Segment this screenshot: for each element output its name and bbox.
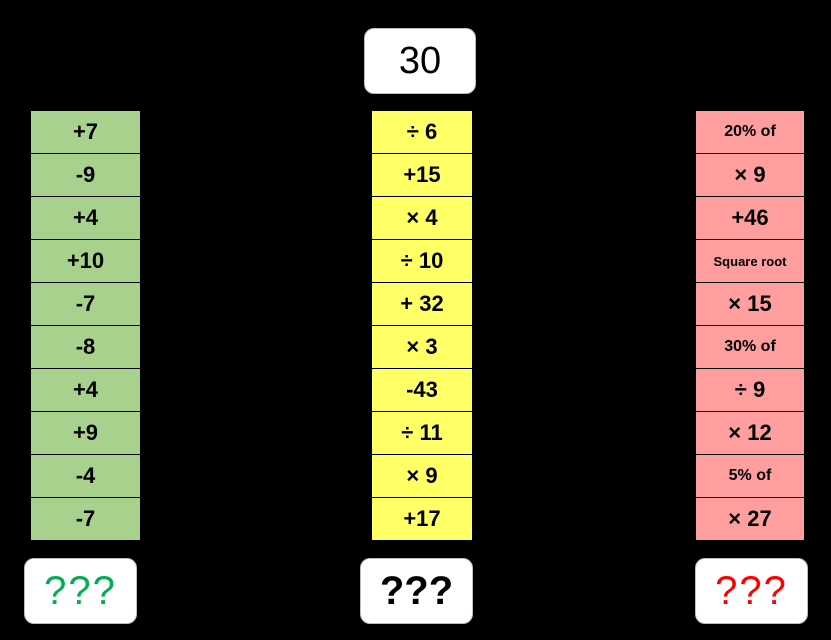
red-step-9: 5% of xyxy=(696,455,804,498)
green-answer-box: ??? xyxy=(24,558,137,624)
green-step-10: -7 xyxy=(31,498,140,541)
red-step-4: Square root xyxy=(696,240,804,283)
green-step-7: +4 xyxy=(31,369,140,412)
yellow-step-6: × 3 xyxy=(372,326,472,369)
yellow-step-7: -43 xyxy=(372,369,472,412)
yellow-step-5: + 32 xyxy=(372,283,472,326)
red-step-6: 30% of xyxy=(696,326,804,369)
yellow-step-2: +15 xyxy=(372,154,472,197)
green-step-5: -7 xyxy=(31,283,140,326)
yellow-step-8: ÷ 11 xyxy=(372,412,472,455)
yellow-step-1: ÷ 6 xyxy=(372,111,472,154)
yellow-step-3: × 4 xyxy=(372,197,472,240)
green-step-2: -9 xyxy=(31,154,140,197)
red-step-2: × 9 xyxy=(696,154,804,197)
red-step-8: × 12 xyxy=(696,412,804,455)
red-step-5: × 15 xyxy=(696,283,804,326)
red-step-7: ÷ 9 xyxy=(696,369,804,412)
yellow-operations-column: ÷ 6 +15 × 4 ÷ 10 + 32 × 3 -43 ÷ 11 × 9 +… xyxy=(372,111,472,541)
red-operations-column: 20% of × 9 +46 Square root × 15 30% of ÷… xyxy=(696,111,804,541)
green-step-3: +4 xyxy=(31,197,140,240)
green-step-9: -4 xyxy=(31,455,140,498)
start-number-box: 30 xyxy=(364,28,476,94)
yellow-step-10: +17 xyxy=(372,498,472,541)
red-step-10: × 27 xyxy=(696,498,804,541)
red-step-1: 20% of xyxy=(696,111,804,154)
yellow-step-4: ÷ 10 xyxy=(372,240,472,283)
green-step-6: -8 xyxy=(31,326,140,369)
green-step-1: +7 xyxy=(31,111,140,154)
green-step-4: +10 xyxy=(31,240,140,283)
red-answer-box: ??? xyxy=(695,558,808,624)
green-operations-column: +7 -9 +4 +10 -7 -8 +4 +9 -4 -7 xyxy=(31,111,140,541)
green-step-8: +9 xyxy=(31,412,140,455)
yellow-step-9: × 9 xyxy=(372,455,472,498)
red-step-3: +46 xyxy=(696,197,804,240)
yellow-answer-box: ??? xyxy=(360,558,473,624)
